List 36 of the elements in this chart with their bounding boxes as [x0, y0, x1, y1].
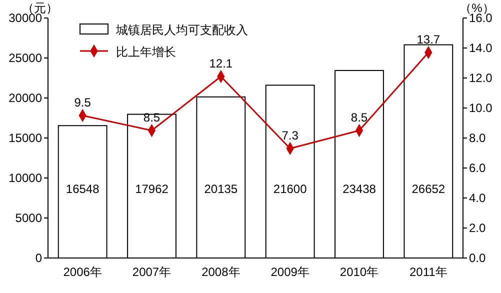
y2-tick-label: 0.0 — [469, 251, 486, 265]
x-tick-label: 2010年 — [340, 265, 379, 279]
x-tick-label: 2008年 — [202, 265, 240, 279]
data-label: 23438 — [342, 182, 376, 196]
y2-axis-title: （%） — [460, 1, 494, 15]
data-label: 8.5 — [350, 110, 368, 124]
data-label: 21600 — [273, 182, 308, 196]
y2-tick-label: 10.0 — [469, 101, 493, 115]
data-label: 9.5 — [74, 96, 92, 110]
x-tick-label: 2006年 — [63, 265, 102, 279]
data-label: 8.5 — [143, 110, 160, 124]
data-label: 12.1 — [209, 56, 233, 70]
data-label: 7.3 — [282, 128, 299, 142]
x-tick-label: 2011年 — [410, 265, 448, 279]
y2-tick-label: 12.0 — [469, 71, 493, 85]
y2-tick-label: 14.0 — [469, 41, 493, 55]
data-label: 16548 — [66, 182, 100, 196]
y2-tick-label: 8.0 — [469, 131, 486, 145]
x-tick-label: 2009年 — [270, 265, 310, 279]
data-label: 13.7 — [416, 32, 440, 46]
y2-tick-label: 6.0 — [469, 161, 486, 175]
data-label: 17962 — [135, 182, 169, 196]
y-tick-label: 20000 — [8, 91, 42, 105]
y2-tick-label: 2.0 — [469, 221, 486, 235]
y-tick-label: 0 — [35, 251, 42, 265]
legend-label: 城镇居民人均可支配收入 — [115, 23, 248, 37]
y-tick-label: 5000 — [15, 211, 42, 225]
data-label: 20135 — [204, 182, 238, 196]
y-tick-label: 10000 — [8, 171, 42, 185]
y-tick-label: 25000 — [8, 51, 42, 65]
y-axis-title: （元） — [22, 1, 58, 15]
y-tick-label: 15000 — [8, 131, 42, 145]
y2-tick-label: 4.0 — [469, 191, 486, 205]
data-label: 26652 — [412, 182, 446, 196]
x-tick-label: 2007年 — [132, 265, 172, 279]
legend-label: 比上年增长 — [116, 45, 176, 59]
